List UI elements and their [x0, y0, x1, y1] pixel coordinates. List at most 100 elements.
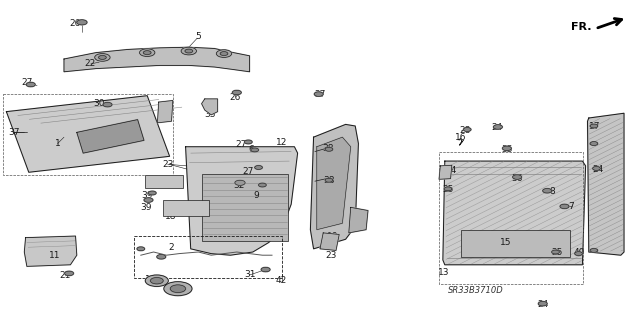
Polygon shape: [588, 113, 624, 255]
Bar: [461, 230, 570, 257]
Text: 24: 24: [492, 123, 503, 132]
Text: 5: 5: [196, 32, 201, 41]
Circle shape: [255, 166, 262, 169]
Text: 29: 29: [356, 217, 367, 226]
Circle shape: [137, 247, 145, 251]
Text: 25: 25: [442, 185, 454, 194]
Polygon shape: [317, 137, 351, 230]
Circle shape: [181, 47, 196, 55]
Text: 15: 15: [500, 238, 511, 247]
Circle shape: [325, 178, 333, 182]
Polygon shape: [310, 124, 358, 249]
Circle shape: [26, 82, 35, 87]
Circle shape: [103, 102, 112, 107]
Circle shape: [148, 191, 156, 195]
Circle shape: [157, 255, 166, 259]
Text: 25: 25: [551, 248, 563, 256]
Text: 27: 27: [235, 140, 246, 149]
Circle shape: [170, 285, 186, 293]
Circle shape: [560, 204, 569, 209]
Polygon shape: [439, 165, 452, 179]
Text: 17: 17: [589, 122, 601, 131]
Circle shape: [95, 54, 110, 61]
Circle shape: [140, 49, 155, 56]
Text: 7: 7: [569, 202, 574, 211]
Text: 41: 41: [165, 283, 177, 292]
Text: 36: 36: [511, 174, 523, 183]
Circle shape: [325, 147, 333, 151]
Text: SR33B3710D: SR33B3710D: [448, 286, 504, 295]
Circle shape: [145, 275, 168, 286]
Text: 8: 8: [550, 187, 555, 196]
Circle shape: [144, 198, 153, 202]
Circle shape: [232, 90, 241, 95]
Text: 40: 40: [573, 249, 585, 257]
Circle shape: [65, 271, 74, 276]
Text: 39: 39: [141, 191, 153, 200]
Polygon shape: [202, 99, 218, 115]
Text: 9: 9: [253, 191, 259, 200]
Text: 22: 22: [84, 59, 95, 68]
Text: 11: 11: [49, 251, 60, 260]
Polygon shape: [320, 233, 339, 250]
Circle shape: [150, 278, 163, 284]
Text: 39: 39: [140, 203, 152, 212]
Polygon shape: [186, 147, 298, 255]
Bar: [3, 94, 173, 175]
Circle shape: [463, 128, 471, 131]
Text: 42: 42: [276, 276, 287, 285]
Text: 38: 38: [322, 144, 333, 153]
Polygon shape: [77, 120, 144, 153]
Circle shape: [216, 50, 232, 57]
Circle shape: [590, 249, 598, 252]
Text: 27: 27: [314, 90, 326, 99]
Bar: [202, 174, 288, 241]
Text: 23: 23: [162, 160, 173, 169]
Text: 28: 28: [460, 126, 471, 135]
Text: 10: 10: [327, 232, 339, 241]
Text: 1: 1: [55, 139, 60, 148]
Text: 16: 16: [455, 133, 467, 142]
Text: 24: 24: [537, 300, 548, 309]
Circle shape: [502, 146, 511, 151]
Text: 13: 13: [438, 268, 450, 277]
Circle shape: [314, 92, 323, 96]
Text: 35: 35: [502, 145, 513, 154]
Text: 6: 6: [248, 145, 253, 154]
Polygon shape: [64, 47, 250, 72]
Bar: [439, 152, 583, 284]
Text: 34: 34: [157, 110, 169, 119]
Polygon shape: [6, 96, 170, 172]
Circle shape: [543, 189, 552, 193]
Text: 14: 14: [445, 166, 457, 175]
Text: 21: 21: [60, 271, 71, 280]
Circle shape: [261, 267, 270, 272]
Circle shape: [164, 282, 192, 296]
Circle shape: [513, 175, 522, 179]
Text: 23: 23: [326, 251, 337, 260]
Text: 12: 12: [276, 138, 287, 147]
Circle shape: [251, 148, 259, 152]
Text: 37: 37: [8, 128, 20, 137]
Polygon shape: [24, 236, 77, 266]
Circle shape: [77, 20, 87, 25]
Circle shape: [99, 56, 106, 59]
Bar: [134, 236, 282, 278]
Circle shape: [493, 125, 502, 129]
Circle shape: [538, 301, 547, 306]
Circle shape: [552, 250, 559, 254]
Circle shape: [593, 167, 600, 170]
Text: 18: 18: [165, 212, 177, 221]
Text: 2: 2: [168, 243, 173, 252]
Circle shape: [259, 183, 266, 187]
Text: 30: 30: [93, 99, 105, 108]
Circle shape: [143, 51, 151, 55]
Polygon shape: [443, 161, 586, 265]
Text: 38: 38: [323, 176, 335, 185]
Polygon shape: [157, 100, 173, 123]
Bar: [163, 200, 209, 216]
Circle shape: [244, 140, 252, 144]
Text: 27: 27: [243, 167, 254, 176]
Circle shape: [220, 52, 228, 56]
Text: 27: 27: [21, 78, 33, 87]
